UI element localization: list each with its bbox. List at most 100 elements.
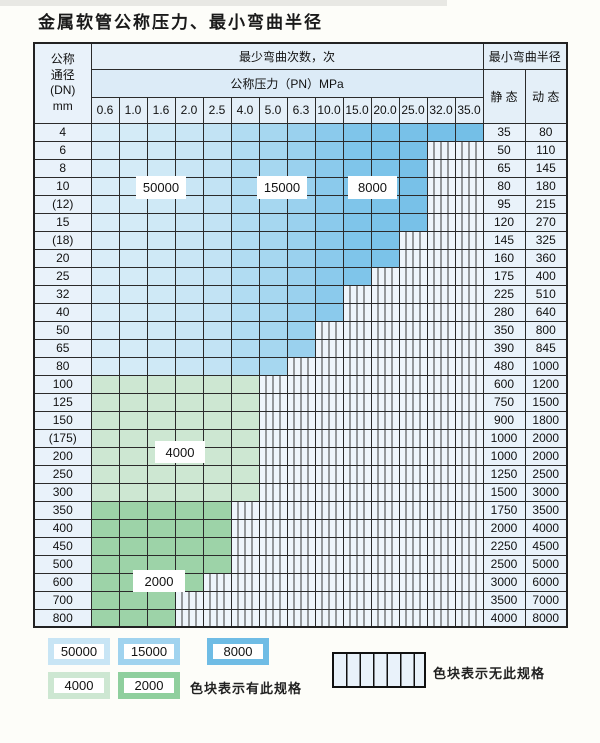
no-spec-cell [454, 410, 484, 430]
no-spec-cell [398, 302, 428, 322]
pressure-col-5.0: 5.0 [258, 96, 288, 124]
spec-cell [370, 248, 400, 268]
spec-cell [314, 140, 344, 160]
dn-header-line2: 通径 [50, 67, 75, 82]
spec-cell [258, 302, 288, 322]
no-spec-cell [454, 230, 484, 250]
no-spec-cell [454, 446, 484, 466]
no-spec-cell [370, 500, 400, 520]
dn-value: 100 [33, 374, 92, 394]
spec-cell [286, 338, 316, 358]
spec-cell [118, 122, 148, 142]
no-spec-cell [454, 212, 484, 232]
spec-cell [202, 518, 232, 538]
spec-cell [230, 122, 260, 142]
no-spec-cell [258, 482, 288, 502]
nominal-pressure-header: 公称压力（PN）MPa [90, 68, 484, 98]
dynamic-radius-value: 8000 [524, 608, 568, 628]
dynamic-radius-value: 180 [524, 176, 568, 196]
no-spec-cell [454, 266, 484, 286]
spec-cell [342, 248, 372, 268]
spec-cell [118, 536, 148, 556]
spec-cell [118, 410, 148, 430]
dynamic-radius-value: 4500 [524, 536, 568, 556]
dynamic-radius-value: 3500 [524, 500, 568, 520]
no-spec-cell [370, 554, 400, 574]
static-radius-value: 65 [482, 158, 526, 178]
static-radius-value: 900 [482, 410, 526, 430]
pressure-col-2.0: 2.0 [174, 96, 204, 124]
no-spec-cell [426, 482, 456, 502]
no-spec-cell [426, 554, 456, 574]
static-radius-value: 2250 [482, 536, 526, 556]
no-spec-cell [398, 572, 428, 592]
dynamic-radius-value: 400 [524, 266, 568, 286]
table-row-dn-50: 50 350 800 [33, 320, 568, 340]
spec-cell [90, 518, 120, 538]
spec-cell [202, 284, 232, 304]
spec-cell [146, 392, 176, 412]
zone-label-2000: 2000 [133, 570, 185, 592]
table-row-dn-400: 400 2000 4000 [33, 518, 568, 538]
dn-value: 10 [33, 176, 92, 196]
spec-cell [230, 410, 260, 430]
no-spec-cell [426, 518, 456, 538]
no-spec-cell [286, 536, 316, 556]
no-spec-cell [286, 482, 316, 502]
spec-cell [90, 446, 120, 466]
static-radius-value: 480 [482, 356, 526, 376]
no-spec-cell [398, 374, 428, 394]
spec-cell [174, 122, 204, 142]
no-spec-cell [230, 590, 260, 610]
no-spec-cell [258, 590, 288, 610]
min-bend-radius-header: 最小弯曲半径 [482, 42, 568, 70]
spec-cell [90, 302, 120, 322]
no-spec-cell [454, 428, 484, 448]
spec-cell [202, 356, 232, 376]
spec-cell [146, 500, 176, 520]
no-spec-cell [426, 410, 456, 430]
no-spec-cell [258, 518, 288, 538]
table-row-dn-600: 600 3000 6000 [33, 572, 568, 592]
spec-cell [202, 320, 232, 340]
no-spec-cell [342, 482, 372, 502]
legend-no-spec-swatch [332, 652, 426, 688]
dn-value: 65 [33, 338, 92, 358]
spec-cell [146, 338, 176, 358]
spec-cell [286, 230, 316, 250]
spec-cell [286, 212, 316, 232]
table-row-dn-6: 6 50 110 [33, 140, 568, 160]
spec-cell [314, 176, 344, 196]
spec-cell [230, 158, 260, 178]
spec-cell [398, 158, 428, 178]
spec-cell [370, 140, 400, 160]
spec-cell [90, 464, 120, 484]
table-row-dn-250: 250 1250 2500 [33, 464, 568, 484]
dn-value: 6 [33, 140, 92, 160]
no-spec-cell [258, 572, 288, 592]
no-spec-cell [342, 392, 372, 412]
no-spec-cell [398, 338, 428, 358]
static-radius-value: 2500 [482, 554, 526, 574]
no-spec-cell [426, 590, 456, 610]
spec-cell [202, 194, 232, 214]
dynamic-radius-value: 4000 [524, 518, 568, 538]
pressure-col-1.6: 1.6 [146, 96, 176, 124]
spec-cell [118, 518, 148, 538]
dn-value: 8 [33, 158, 92, 178]
no-spec-cell [370, 302, 400, 322]
spec-cell [202, 248, 232, 268]
spec-cell [90, 266, 120, 286]
no-spec-cell [286, 446, 316, 466]
spec-cell [174, 338, 204, 358]
no-spec-cell [454, 320, 484, 340]
table-row-dn-(18): (18) 145 325 [33, 230, 568, 250]
spec-cell [118, 608, 148, 628]
no-spec-cell [370, 518, 400, 538]
dynamic-radius-value: 1500 [524, 392, 568, 412]
spec-cell [146, 140, 176, 160]
dn-value: 150 [33, 410, 92, 430]
dn-value: 80 [33, 356, 92, 376]
spec-cell [146, 302, 176, 322]
